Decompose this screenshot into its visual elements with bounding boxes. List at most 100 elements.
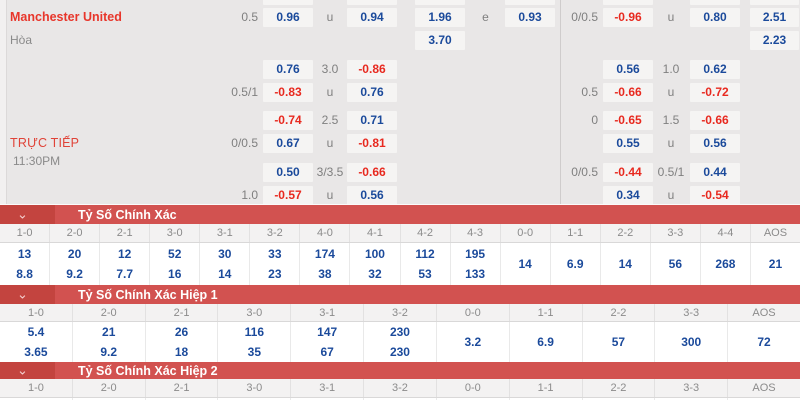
score-column-header: 4-1 <box>350 224 401 242</box>
odds-value[interactable]: 0.62 <box>690 60 740 79</box>
score-column-header: 2-2 <box>583 304 656 321</box>
odds-value[interactable]: 3.70 <box>415 31 465 50</box>
score-odds-cell[interactable]: 20 <box>67 247 82 261</box>
odds-value[interactable]: 2.23 <box>750 31 799 50</box>
score-odds-cell[interactable]: 147 <box>317 325 338 339</box>
section-header-exact-score-half2[interactable]: ⌄ Tỷ Số Chính Xác Hiệp 2 <box>0 362 800 379</box>
score-odds-cell[interactable]: 23 <box>268 267 282 281</box>
odds-value[interactable]: -0.74 <box>263 111 313 130</box>
score-odds-cell[interactable]: 230 <box>389 325 410 339</box>
score-odds-cell[interactable]: 3.65 <box>24 345 48 359</box>
score-odds-column: 6.9 <box>551 243 601 285</box>
odds-value[interactable]: 0.56 <box>603 60 653 79</box>
score-odds-cell[interactable]: 8.8 <box>16 267 33 281</box>
score-column-header: 2-1 <box>146 379 219 397</box>
score-odds-cell[interactable]: 18 <box>174 345 189 359</box>
odds-value-cutoff[interactable] <box>690 0 740 5</box>
odds-value[interactable]: -0.44 <box>603 163 653 182</box>
score-odds-cell[interactable]: 21 <box>102 325 116 339</box>
score-odds-cell[interactable]: 57 <box>611 335 626 349</box>
odds-value[interactable]: -0.54 <box>690 186 740 204</box>
score-odds-cell[interactable]: 3.2 <box>464 335 482 349</box>
score-odds-cell[interactable]: 30 <box>218 247 232 261</box>
score-odds-cell[interactable]: 14 <box>218 267 232 281</box>
odds-value[interactable]: 0.56 <box>347 186 397 204</box>
odds-value[interactable]: 2.51 <box>750 8 799 27</box>
odds-line-label: 3/3.5 <box>316 165 344 179</box>
odds-value[interactable]: 0.34 <box>603 186 653 204</box>
odds-value-cutoff[interactable] <box>415 0 465 5</box>
score-odds-cell[interactable]: 33 <box>268 247 282 261</box>
score-odds-cell[interactable]: 195 <box>465 247 486 261</box>
score-odds-column: 26 18 <box>146 322 219 362</box>
odds-value[interactable]: 0.80 <box>690 8 740 27</box>
score-odds-cell[interactable]: 13 <box>17 247 32 261</box>
section-collapse-block[interactable]: ⌄ <box>0 205 55 224</box>
odds-line-label: 0.5/1 <box>657 165 685 179</box>
odds-value[interactable]: 0.55 <box>603 134 653 153</box>
odds-value[interactable]: -0.65 <box>603 111 653 130</box>
odds-value[interactable]: -0.66 <box>347 163 397 182</box>
score-odds-cell[interactable]: 26 <box>174 325 189 339</box>
odds-value[interactable]: 0.94 <box>347 8 397 27</box>
odds-value[interactable]: 0.50 <box>263 163 313 182</box>
odds-value[interactable]: -0.96 <box>603 8 653 27</box>
odds-value[interactable]: -0.83 <box>263 83 313 102</box>
score-odds-cell[interactable]: 21 <box>768 257 783 271</box>
score-odds-cell[interactable]: 9.2 <box>66 267 83 281</box>
odds-value[interactable]: 0.96 <box>263 8 313 27</box>
odds-value[interactable]: -0.81 <box>347 134 397 153</box>
odds-value[interactable]: -0.86 <box>347 60 397 79</box>
score-odds-cell[interactable]: 67 <box>320 345 334 359</box>
odds-value-cutoff[interactable] <box>263 0 313 5</box>
odds-value[interactable]: -0.57 <box>263 186 313 204</box>
score-odds-cell[interactable]: 5.4 <box>27 325 45 339</box>
score-odds-cell[interactable]: 16 <box>168 267 182 281</box>
score-odds-cell[interactable]: 32 <box>368 267 382 281</box>
score-odds-cell[interactable]: 6.9 <box>537 335 554 349</box>
score-odds-cell[interactable]: 7.7 <box>116 267 133 281</box>
odds-value[interactable]: -0.72 <box>690 83 740 102</box>
section-collapse-block[interactable]: ⌄ <box>0 285 55 304</box>
odds-value[interactable]: 1.96 <box>415 8 465 27</box>
score-odds-cell[interactable]: 12 <box>117 247 132 261</box>
score-odds-cell[interactable]: 100 <box>364 247 385 261</box>
score-odds-cell[interactable]: 14 <box>618 257 632 271</box>
score-odds-cell[interactable]: 268 <box>715 257 736 271</box>
odds-value-cutoff[interactable] <box>347 0 397 5</box>
match-time: 11:30PM <box>13 154 61 168</box>
score-odds-cell[interactable]: 116 <box>244 325 265 339</box>
score-odds-cell[interactable]: 133 <box>465 267 486 281</box>
score-odds-cell[interactable]: 53 <box>418 267 432 281</box>
score-odds-cell[interactable]: 230 <box>389 345 410 359</box>
section-collapse-block[interactable]: ⌄ <box>0 362 55 379</box>
odds-value[interactable]: -0.66 <box>603 83 653 102</box>
odds-line-label: 2.5 <box>321 113 339 127</box>
score-odds-cell[interactable]: 300 <box>681 335 702 349</box>
odds-value[interactable]: 0.71 <box>347 111 397 130</box>
score-odds-cell[interactable]: 9.2 <box>100 345 118 359</box>
section-header-exact-score-half1[interactable]: ⌄ Tỷ Số Chính Xác Hiệp 1 <box>0 285 800 304</box>
score-odds-column: 147 67 <box>291 322 365 362</box>
odds-value[interactable]: 0.56 <box>690 134 740 153</box>
odds-value[interactable]: 0.44 <box>690 163 740 182</box>
score-odds-cell[interactable]: 112 <box>415 247 435 261</box>
odds-value[interactable]: 0.67 <box>263 134 313 153</box>
odds-value-cutoff[interactable] <box>603 0 653 5</box>
odds-value[interactable]: -0.66 <box>690 111 740 130</box>
score-odds-cell[interactable]: 56 <box>668 257 683 271</box>
score-odds-cell[interactable]: 14 <box>518 257 532 271</box>
score-odds-cell[interactable]: 35 <box>247 345 262 359</box>
odds-value[interactable]: 0.76 <box>347 83 397 102</box>
odds-value[interactable]: 0.93 <box>505 8 555 27</box>
score-values-row: 13 8.8 20 9.2 12 7.7 52 16 30 14 33 23 174 38 100 32 112… <box>0 243 800 285</box>
score-odds-cell[interactable]: 72 <box>757 335 771 349</box>
score-odds-cell[interactable]: 38 <box>318 267 332 281</box>
section-header-exact-score[interactable]: ⌄ Tỷ Số Chính Xác <box>0 205 800 224</box>
score-odds-cell[interactable]: 6.9 <box>566 257 584 271</box>
odds-value-cutoff[interactable] <box>505 0 555 5</box>
odds-value-cutoff[interactable] <box>750 0 799 5</box>
score-odds-cell[interactable]: 52 <box>168 247 182 261</box>
score-odds-cell[interactable]: 174 <box>314 247 335 261</box>
odds-value[interactable]: 0.76 <box>263 60 313 79</box>
